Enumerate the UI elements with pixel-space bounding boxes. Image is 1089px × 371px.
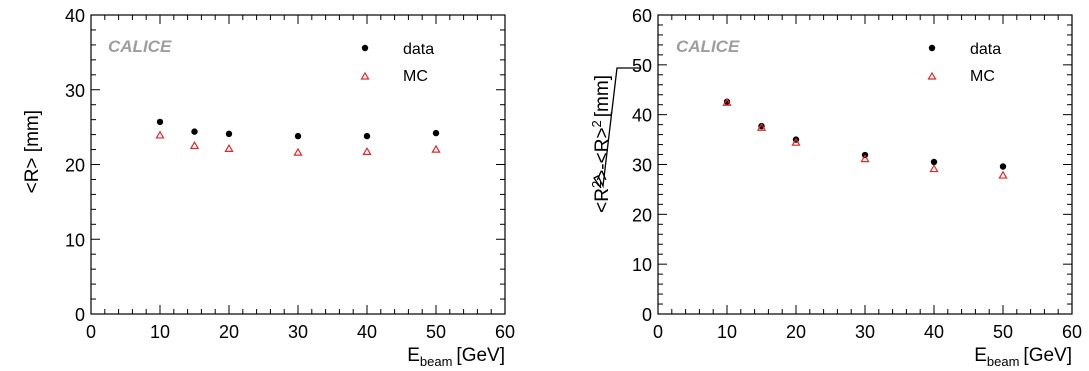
x-axis-label: Ebeam [GeV]: [407, 345, 505, 369]
data-point: [225, 130, 233, 138]
axis-ticks: [90, 14, 506, 315]
data-marks: [722, 97, 1008, 179]
mc-point: [293, 147, 303, 156]
y-tick-label: 0: [642, 305, 652, 325]
mc-point: [189, 141, 200, 150]
x-tick-label: 20: [219, 322, 239, 342]
y-tick-label: 10: [632, 255, 652, 275]
legend-label-data: data: [403, 41, 434, 58]
y-tick-labels: 0 10 20 30 40 50 60: [632, 6, 652, 325]
x-axis-label: Ebeam [GeV]: [974, 345, 1072, 369]
x-tick-label: 60: [1062, 322, 1082, 342]
plot-frame: [657, 14, 1073, 315]
axis-ticks: [657, 14, 1073, 315]
mc-point: [998, 170, 1008, 179]
data-point: [294, 132, 302, 140]
data-point: [191, 128, 198, 135]
mc-point: [362, 146, 372, 155]
legend-label-mc: MC: [970, 68, 995, 85]
x-tick-labels: 0 10 20 30 40 50 60: [86, 322, 515, 342]
y-tick-label: 10: [65, 230, 85, 250]
data-point: [363, 132, 371, 140]
x-tick-label: 40: [357, 322, 377, 342]
y-tick-label: 40: [65, 6, 85, 26]
data-point: [723, 98, 731, 105]
y-tick-label: 60: [632, 6, 652, 26]
legend-marker-mc: [927, 71, 937, 80]
mc-point: [756, 122, 767, 131]
x-tick-label: 0: [653, 322, 663, 342]
mc-point: [929, 164, 939, 173]
legend: data MC: [927, 41, 1001, 85]
x-tick-labels: 0 10 20 30 40 50 60: [653, 322, 1082, 342]
y-tick-label: 50: [632, 56, 652, 76]
x-tick-label: 30: [288, 322, 308, 342]
x-tick-label: 10: [717, 322, 737, 342]
x-tick-label: 0: [86, 322, 96, 342]
x-tick-label: 20: [786, 322, 806, 342]
legend: data MC: [360, 41, 434, 85]
y-tick-label: 20: [632, 205, 652, 225]
y-tick-labels: 0 10 20 30 40: [65, 6, 85, 325]
legend-marker-mc: [360, 71, 370, 80]
radical-sign-icon: [593, 67, 640, 189]
legend-marker-data: [361, 44, 369, 52]
x-tick-label: 60: [495, 322, 515, 342]
data-point: [999, 163, 1007, 170]
mc-point: [791, 137, 801, 146]
plot-frame: [90, 14, 506, 315]
y-tick-label: 20: [65, 156, 85, 176]
data-marks: [155, 118, 441, 156]
y-tick-label: 30: [65, 81, 85, 101]
y-tick-label: 30: [632, 156, 652, 176]
x-tick-label: 50: [426, 322, 446, 342]
x-tick-label: 10: [150, 322, 170, 342]
y-tick-label: 40: [632, 106, 652, 126]
calice-watermark: CALICE: [676, 37, 740, 56]
y-tick-label: 0: [75, 305, 85, 325]
mc-point: [722, 97, 732, 106]
y-axis-label: <R> [mm]: [22, 110, 43, 193]
plot-rms-radius: 0 10 20 30 40 50 60 0 10 20 30 40 50 60 CALICE data …: [589, 6, 1082, 369]
legend-marker-data: [928, 44, 936, 52]
data-point: [930, 158, 938, 166]
mc-point: [155, 130, 165, 139]
x-tick-label: 40: [924, 322, 944, 342]
data-point: [432, 129, 440, 137]
legend-label-mc: MC: [403, 68, 428, 85]
data-point: [156, 118, 164, 126]
mc-point: [431, 144, 441, 153]
y-axis-label-text: <R2>-<R>2[mm]: [589, 75, 613, 213]
legend-label-data: data: [970, 41, 1001, 58]
calice-watermark: CALICE: [108, 37, 172, 56]
plot-mean-radius: 0 10 20 30 40 50 60 0 10 20 30 40 CALICE data MC <…: [22, 6, 515, 369]
x-tick-label: 50: [993, 322, 1013, 342]
x-tick-label: 30: [855, 322, 875, 342]
mc-point: [860, 154, 870, 163]
y-axis-label: <R2>-<R>2[mm]: [589, 67, 640, 213]
mc-point: [224, 144, 234, 153]
